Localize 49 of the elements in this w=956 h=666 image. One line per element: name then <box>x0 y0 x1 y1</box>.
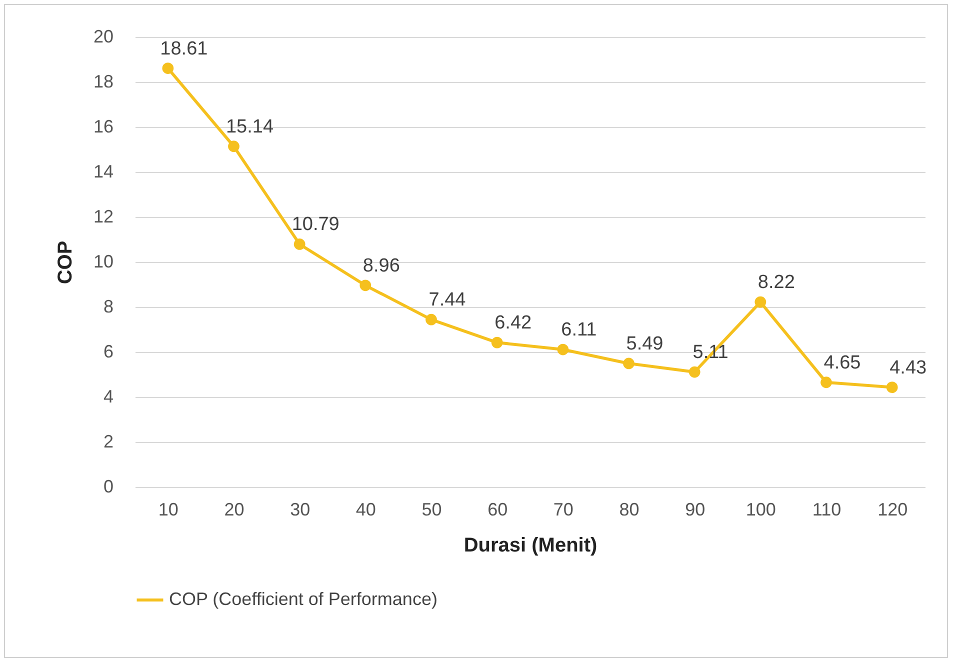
point <box>886 382 898 394</box>
data-label: 15.14 <box>226 116 274 138</box>
y-tick-label: 14 <box>93 162 114 182</box>
data-label: 4.43 <box>890 357 927 378</box>
point <box>426 314 437 326</box>
data-label: 5.49 <box>626 333 664 354</box>
y-tick-label: 0 <box>103 476 114 496</box>
data-label: 8.96 <box>362 255 400 276</box>
y-axis-title: COP <box>54 240 76 284</box>
data-label: 7.44 <box>428 290 466 311</box>
x-tick-label: 20 <box>224 500 244 520</box>
y-tick-label: 16 <box>93 116 114 136</box>
x-tick-label: 60 <box>488 500 508 520</box>
point <box>557 344 569 356</box>
point <box>360 280 372 292</box>
data-label: 10.79 <box>292 214 340 236</box>
x-tick-label: 70 <box>553 500 574 520</box>
x-tick-label: 10 <box>158 500 178 520</box>
point <box>491 336 503 348</box>
legend-label: COP (Coefficient of Performance) <box>169 589 438 609</box>
point <box>820 376 832 388</box>
point <box>754 296 766 308</box>
point <box>294 238 306 250</box>
y-tick-label: 6 <box>103 342 114 362</box>
point <box>162 62 174 74</box>
y-tick-label: 8 <box>103 296 114 316</box>
x-tick-label: 40 <box>356 500 376 520</box>
x-tick-label: 110 <box>812 500 842 520</box>
data-label: 6.11 <box>561 320 597 341</box>
data-label: 18.61 <box>160 38 208 60</box>
y-tick-label: 20 <box>93 26 114 46</box>
y-tick-label: 4 <box>103 386 114 406</box>
x-tick-label: 90 <box>685 500 706 520</box>
y-tick-label: 10 <box>93 252 114 272</box>
data-label: 6.42 <box>494 312 532 334</box>
point <box>623 358 634 370</box>
x-tick-label: 50 <box>422 500 442 520</box>
x-tick-label: 30 <box>290 500 310 520</box>
y-tick-label: 18 <box>93 72 114 92</box>
x-axis-title: Durasi (Menit) <box>464 534 598 556</box>
x-tick-label: 100 <box>746 500 776 520</box>
data-label: 4.65 <box>824 352 861 374</box>
point <box>688 366 700 378</box>
data-label: 8.22 <box>758 272 795 294</box>
x-tick-label: 80 <box>619 500 640 520</box>
y-tick-label: 2 <box>103 432 114 452</box>
x-tick-label: 120 <box>878 500 908 520</box>
point <box>228 140 240 152</box>
y-tick-label: 12 <box>93 206 114 226</box>
